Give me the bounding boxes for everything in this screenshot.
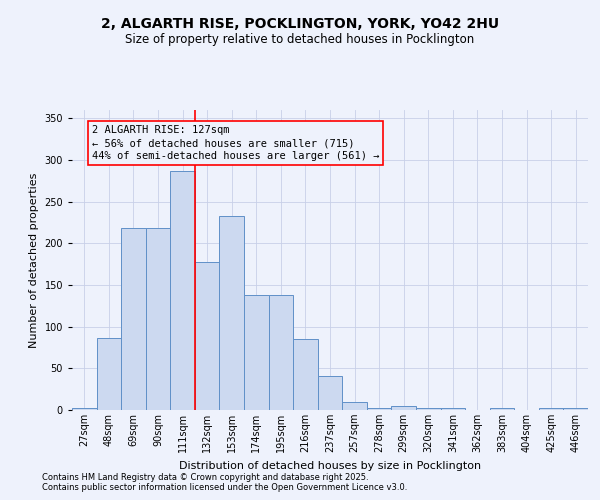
Bar [244,295,269,410]
Text: 2, ALGARTH RISE, POCKLINGTON, YORK, YO42 2HU: 2, ALGARTH RISE, POCKLINGTON, YORK, YO42… [101,18,499,32]
Bar [269,295,293,410]
Text: Contains HM Land Registry data © Crown copyright and database right 2025.: Contains HM Land Registry data © Crown c… [42,472,368,482]
Y-axis label: Number of detached properties: Number of detached properties [29,172,39,348]
Bar [342,402,367,410]
X-axis label: Distribution of detached houses by size in Pocklington: Distribution of detached houses by size … [179,460,481,470]
Bar [170,171,195,410]
Text: 2 ALGARTH RISE: 127sqm
← 56% of detached houses are smaller (715)
44% of semi-de: 2 ALGARTH RISE: 127sqm ← 56% of detached… [92,125,379,162]
Bar [367,408,391,410]
Bar [72,408,97,410]
Bar [318,376,342,410]
Bar [539,408,563,410]
Bar [490,408,514,410]
Bar [195,262,220,410]
Text: Size of property relative to detached houses in Pocklington: Size of property relative to detached ho… [125,32,475,46]
Bar [146,228,170,410]
Bar [97,338,121,410]
Text: Contains public sector information licensed under the Open Government Licence v3: Contains public sector information licen… [42,482,407,492]
Bar [563,408,588,410]
Bar [293,339,318,410]
Bar [440,408,465,410]
Bar [416,408,440,410]
Bar [121,228,146,410]
Bar [220,216,244,410]
Bar [391,406,416,410]
